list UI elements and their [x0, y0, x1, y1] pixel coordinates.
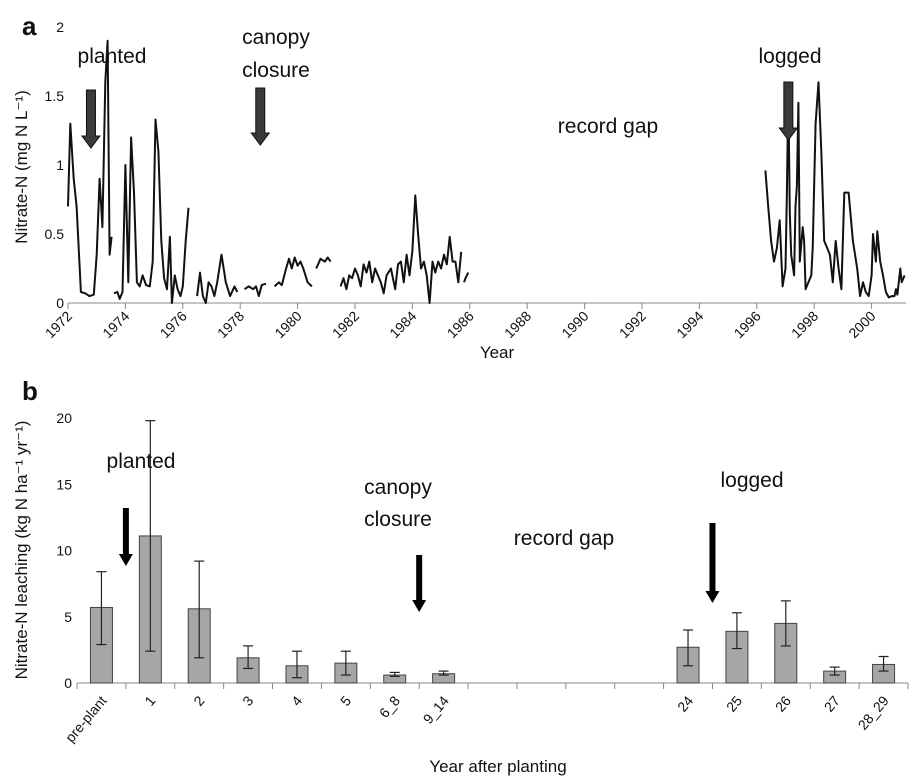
panel-a-annotation-planted: planted	[78, 45, 147, 68]
panel-a-annotation-canopy: canopy	[242, 26, 310, 49]
panel-a-series-line	[764, 81, 906, 299]
panel-a-annotation-record-gap: record gap	[558, 115, 658, 138]
panel-a-x-ticks: 1972 1974 1976 1978 1980 1982 1984 1986 1988 1990…	[42, 303, 879, 341]
panel-b: b 0 5 10 15 20 pre-plant 1 2 3 4 5 6_8 9_14 24 25 26 27…	[12, 376, 909, 776]
panel-a-y-tick-label: 0.5	[45, 226, 65, 242]
panel-a-x-tick-label: 1980	[271, 308, 304, 341]
panel-b-x-tick-label: 4	[288, 692, 305, 708]
panel-a-x-tick-label: 1998	[788, 308, 821, 341]
panel-b-label: b	[22, 376, 38, 406]
panel-b-arrow	[705, 523, 720, 603]
panel-b-arrow	[118, 508, 133, 566]
panel-a-arrows	[80, 81, 799, 149]
panel-a-y-ticks: 0 0.5 1 1.5 2	[45, 19, 65, 311]
panel-a-series	[67, 39, 906, 304]
panel-b-x-tick-label: 9_14	[420, 692, 452, 726]
panel-a-series-line	[463, 272, 470, 283]
panel-b-annotation-logged: logged	[720, 469, 783, 492]
panel-b-arrows	[118, 508, 720, 612]
panel-b-x-tick-label: 24	[674, 692, 696, 714]
panel-b-x-tick-label: 5	[337, 692, 354, 708]
panel-b-annotation-record-gap: record gap	[514, 527, 614, 550]
panel-a-x-tick-label: 2000	[845, 308, 878, 341]
panel-a-x-tick-label: 1972	[42, 308, 75, 341]
panel-b-x-tick-label: 28_29	[855, 692, 892, 732]
panel-b-x-tick-label: 2	[190, 692, 207, 708]
panel-a-x-axis-label: Year	[480, 343, 515, 362]
panel-b-x-ticks: pre-plant 1 2 3 4 5 6_8 9_14 24 25 26 27 28_29	[62, 683, 909, 746]
panel-b-x-tick-label: 1	[141, 692, 158, 708]
panel-b-arrow	[412, 555, 427, 612]
panel-a-arrow	[778, 81, 799, 141]
panel-a-y-tick-label: 2	[56, 19, 64, 35]
panel-b-x-tick-label: 26	[772, 692, 794, 714]
panel-a-x-tick-label: 1976	[157, 308, 190, 341]
panel-a-y-tick-label: 0	[56, 295, 64, 311]
panel-b-y-tick-label: 20	[56, 410, 72, 426]
panel-a-x-tick-label: 1988	[501, 308, 534, 341]
panel-a: a 0 0.5 1 1.5 2 1972 1974 1976 1978 1980 1982 1984…	[12, 11, 906, 362]
panel-a-x-tick-label: 1994	[673, 308, 706, 341]
panel-b-y-tick-label: 15	[56, 476, 72, 492]
panel-a-y-tick-label: 1	[56, 157, 64, 173]
panel-a-label: a	[22, 11, 37, 41]
panel-b-x-axis-label: Year after planting	[429, 757, 566, 776]
panel-b-x-tick-label: 6_8	[376, 692, 403, 720]
panel-a-x-tick-label: 1992	[616, 308, 649, 341]
panel-b-y-tick-label: 5	[64, 609, 72, 625]
panel-a-y-tick-label: 1.5	[45, 88, 65, 104]
panel-a-x-tick-label: 1986	[444, 308, 477, 341]
panel-b-annotation-planted: planted	[107, 450, 176, 473]
panel-a-x-tick-label: 1996	[731, 308, 764, 341]
panel-b-x-tick-label: 25	[723, 692, 745, 714]
panel-a-series-line	[243, 282, 267, 298]
panel-a-annotation-logged: logged	[758, 45, 821, 68]
panel-b-y-tick-label: 10	[56, 543, 72, 559]
panel-a-arrow	[80, 89, 101, 149]
panel-b-annotation-canopy: canopy	[364, 476, 432, 499]
panel-b-y-ticks: 0 5 10 15 20	[56, 410, 72, 691]
panel-a-series-line	[113, 118, 190, 304]
panel-b-annotation-closure: closure	[364, 508, 432, 531]
panel-b-y-axis-label: Nitrate-N leaching (kg N ha⁻¹ yr⁻¹)	[12, 421, 31, 680]
panel-b-bars	[89, 420, 896, 684]
panel-a-series-line	[273, 256, 313, 288]
panel-a-x-tick-label: 1982	[329, 308, 362, 341]
panel-b-x-tick-label: 3	[239, 692, 256, 708]
panel-a-series-line	[196, 253, 239, 304]
panel-a-x-tick-label: 1978	[214, 308, 247, 341]
panel-a-annotation-closure: closure	[242, 59, 310, 82]
panel-b-x-tick-label: 27	[821, 692, 843, 714]
panel-a-series-line	[339, 194, 463, 304]
panel-b-x-tick-label: pre-plant	[62, 693, 110, 746]
panel-a-x-tick-label: 1974	[99, 308, 132, 341]
panel-a-y-axis-label: Nitrate-N (mg N L⁻¹)	[12, 90, 31, 243]
panel-a-series-line	[315, 256, 332, 269]
panel-a-x-tick-label: 1984	[386, 308, 419, 341]
panel-a-arrow	[250, 87, 271, 146]
panel-a-series-line	[67, 39, 113, 298]
panel-a-x-tick-label: 1990	[558, 308, 591, 341]
panel-b-y-tick-label: 0	[64, 675, 72, 691]
